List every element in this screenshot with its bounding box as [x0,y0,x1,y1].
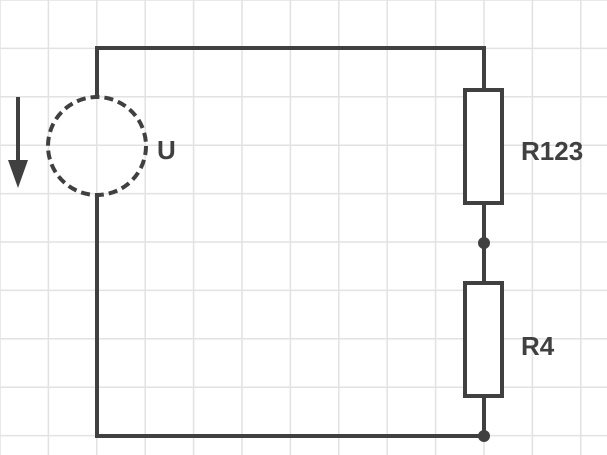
resistor-top-label: R123 [521,136,583,166]
voltage-source-circle-icon [46,95,148,197]
junction-middle-icon [478,237,490,249]
wire-bottom-loop [95,194,486,438]
resistor-bottom-icon [463,281,504,398]
resistor-top-icon [463,88,504,205]
down-arrow-icon [8,97,28,188]
source-label: U [157,135,176,165]
resistor-bottom-label: R4 [521,331,555,361]
junction-bottom-icon [478,430,490,442]
wire-top-loop [95,46,486,99]
